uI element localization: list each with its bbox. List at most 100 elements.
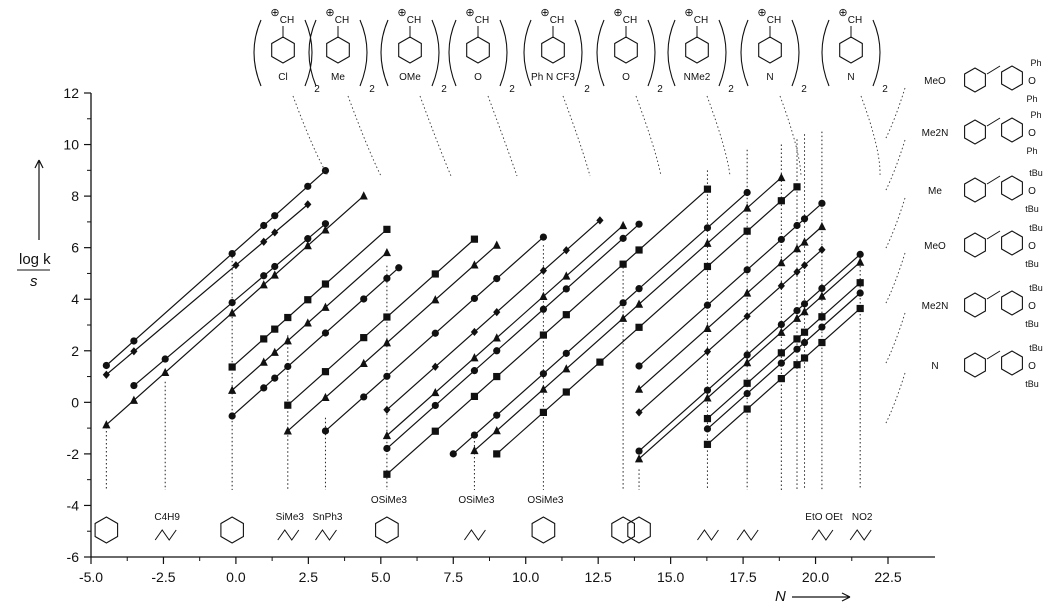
data-series bbox=[102, 191, 368, 429]
connector-line bbox=[487, 95, 518, 177]
data-point bbox=[431, 401, 439, 410]
series-line bbox=[385, 187, 710, 476]
electrophile-top: ⊕CH O 2 bbox=[596, 7, 663, 177]
data-point bbox=[260, 335, 268, 343]
data-point bbox=[777, 359, 785, 367]
substituent-label: OMe bbox=[399, 72, 421, 83]
data-point bbox=[431, 270, 439, 278]
data-point bbox=[818, 338, 826, 347]
y-tick-label: 2 bbox=[71, 343, 79, 359]
substituent-label: N bbox=[847, 72, 854, 83]
data-point bbox=[635, 220, 643, 228]
benzene-ring-icon bbox=[839, 36, 863, 64]
data-point bbox=[284, 362, 292, 371]
series-line bbox=[104, 168, 328, 368]
substituent-label: O bbox=[474, 72, 482, 83]
data-point bbox=[283, 426, 292, 435]
data-point bbox=[492, 240, 501, 249]
benzene-ring-icon bbox=[964, 232, 986, 258]
data-point bbox=[818, 284, 826, 292]
subscript-2: 2 bbox=[657, 84, 663, 95]
data-point bbox=[596, 358, 604, 366]
data-point bbox=[284, 313, 292, 322]
nucleophile-structure: SnPh3 bbox=[312, 512, 343, 541]
data-series bbox=[228, 264, 403, 420]
series-line bbox=[637, 260, 863, 461]
nucleophile-structure: OSiMe3 bbox=[371, 495, 407, 544]
data-point bbox=[703, 414, 712, 423]
data-point bbox=[470, 392, 479, 401]
x-tick-label: 20.0 bbox=[802, 569, 829, 585]
data-point bbox=[228, 249, 236, 258]
nucleophile-structure bbox=[94, 516, 119, 544]
charge-symbol: ⊕ bbox=[270, 7, 279, 19]
data-point bbox=[470, 445, 479, 455]
data-point bbox=[777, 320, 785, 329]
data-point bbox=[383, 313, 391, 321]
data-point bbox=[777, 197, 785, 205]
connector-line bbox=[562, 95, 591, 177]
data-point bbox=[793, 183, 801, 191]
data-point bbox=[102, 420, 111, 429]
data-point bbox=[703, 425, 712, 433]
data-point bbox=[539, 305, 548, 313]
data-point bbox=[743, 266, 751, 274]
paren-left bbox=[740, 19, 749, 87]
subscript-2: 2 bbox=[584, 84, 590, 95]
charge-symbol: ⊕ bbox=[325, 7, 334, 19]
data-point bbox=[562, 349, 570, 357]
substituent-label: O bbox=[622, 72, 630, 83]
paren-right bbox=[872, 19, 881, 87]
bond bbox=[986, 350, 1001, 360]
ring-icon bbox=[375, 516, 399, 544]
paren-left bbox=[253, 19, 262, 87]
chain-bond-icon bbox=[277, 529, 300, 541]
quinone-ring-icon bbox=[1001, 117, 1023, 143]
data-point bbox=[800, 215, 809, 223]
paren-right bbox=[647, 19, 656, 87]
data-point bbox=[800, 237, 809, 246]
quinone-ring-icon bbox=[1001, 175, 1023, 201]
substituent-label: NMe2 bbox=[684, 72, 711, 83]
data-point bbox=[304, 296, 312, 304]
data-point bbox=[800, 261, 809, 270]
data-point bbox=[260, 237, 268, 246]
data-point bbox=[321, 329, 330, 337]
data-point bbox=[777, 349, 785, 357]
paren-right bbox=[304, 19, 313, 87]
data-point bbox=[492, 333, 501, 342]
data-point bbox=[259, 357, 268, 366]
charge-symbol: ⊕ bbox=[397, 7, 406, 19]
data-point bbox=[130, 347, 138, 356]
nucleophile-label: C4H9 bbox=[154, 512, 180, 523]
quinone-ring-icon bbox=[1001, 230, 1023, 256]
ch-label: CH bbox=[550, 15, 564, 26]
data-series bbox=[449, 188, 751, 458]
paren-right bbox=[359, 19, 368, 87]
series-line bbox=[637, 201, 824, 368]
y-tick-label: -6 bbox=[67, 549, 80, 565]
ch-label: CH bbox=[623, 15, 637, 26]
chain-bond-icon bbox=[464, 529, 486, 541]
para-substituent-label: Me2N bbox=[922, 128, 949, 139]
electrophile-right: Me2N Ph Ph O bbox=[884, 110, 1042, 193]
connector-line bbox=[635, 95, 662, 177]
carbonyl-label: O bbox=[1028, 128, 1036, 139]
data-point bbox=[303, 318, 312, 327]
data-point bbox=[562, 285, 570, 293]
x-tick-label: 7.5 bbox=[444, 569, 464, 585]
data-point bbox=[539, 331, 548, 339]
data-point bbox=[270, 270, 279, 279]
electrophile-top: ⊕CH OMe 2 bbox=[380, 7, 452, 177]
series-line bbox=[385, 222, 641, 451]
substituent-label: Ph N CF3 bbox=[531, 72, 575, 83]
axes: -5.0 -2.5 0.0 2.5 5.0 7.5 10.0 12.5 15.0 17.5 20.0… bbox=[63, 85, 935, 585]
data-point bbox=[383, 225, 391, 233]
data-point bbox=[383, 372, 391, 380]
bond bbox=[986, 65, 1001, 75]
ortho-substituent-label: tBu bbox=[1025, 204, 1039, 214]
data-point bbox=[259, 280, 268, 289]
data-point bbox=[284, 401, 292, 409]
